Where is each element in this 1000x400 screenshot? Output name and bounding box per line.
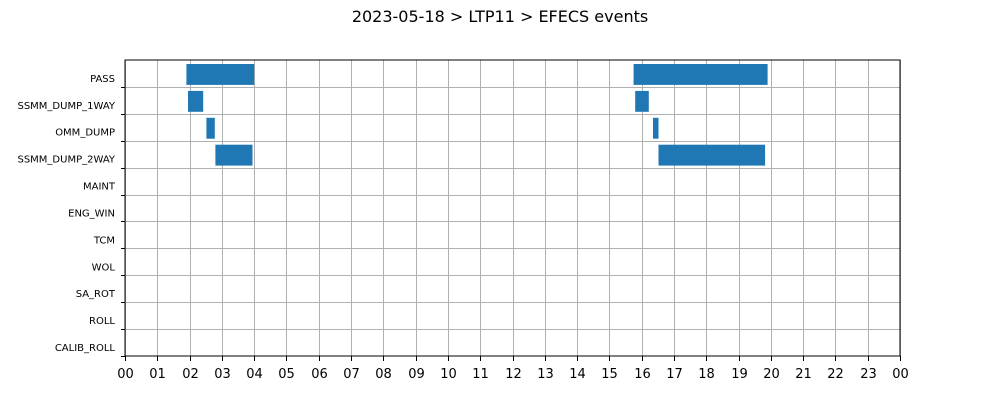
event-bar-pass: [633, 64, 768, 85]
y-tick-label: PASS: [90, 74, 115, 85]
y-tick-label: OMM_DUMP: [55, 128, 115, 139]
event-bar-ssmm-dump-1way: [635, 90, 649, 112]
x-tick-label: 21: [795, 367, 812, 382]
x-tick-label: 00: [117, 367, 134, 382]
x-tick-label: 11: [472, 367, 489, 382]
x-tick-label: 16: [634, 367, 651, 382]
event-bar-ssmm-dump-2way: [658, 144, 766, 166]
grid-layer: [125, 60, 901, 356]
y-tick-label: SSMM_DUMP_1WAY: [17, 101, 115, 112]
x-tick-label: 17: [666, 367, 683, 382]
x-tick-label: 07: [343, 367, 360, 382]
x-tick-label: 05: [278, 367, 295, 382]
event-bar-ssmm-dump-1way: [188, 90, 204, 112]
chart-title: 2023-05-18 > LTP11 > EFECS events: [352, 7, 648, 26]
y-tick-label: ROLL: [89, 316, 115, 327]
x-tick-label: 12: [505, 367, 522, 382]
x-tick-label: 01: [149, 367, 166, 382]
x-tick-label: 02: [182, 367, 199, 382]
x-tick-label: 08: [375, 367, 392, 382]
x-tick-label: 10: [440, 367, 457, 382]
x-tick-label: 15: [601, 367, 618, 382]
x-tick-label: 20: [763, 367, 780, 382]
y-tick-label: ENG_WIN: [68, 208, 115, 219]
x-axis-ticks: 00 01 02 03 04 05 06 07 08 09 10 11 12 13 14 15 16 17 18 19…: [117, 356, 909, 382]
y-tick-label: MAINT: [83, 182, 116, 193]
x-tick-label: 18: [698, 367, 715, 382]
x-tick-label: 14: [569, 367, 586, 382]
y-tick-label: TCM: [93, 235, 115, 246]
x-tick-label: 23: [860, 367, 877, 382]
y-tick-label: WOL: [92, 262, 116, 273]
bar-layer: [186, 64, 768, 166]
y-tick-label: SSMM_DUMP_2WAY: [17, 155, 115, 166]
y-tick-label: CALIB_ROLL: [55, 343, 116, 354]
x-tick-label: 06: [311, 367, 328, 382]
event-bar-ssmm-dump-2way: [215, 144, 253, 166]
y-axis-ticks: PASS SSMM_DUMP_1WAY OMM_DUMP SSMM_DUMP_2WAY…: [17, 74, 125, 357]
y-tick-label: SA_ROT: [76, 289, 116, 300]
x-tick-label: 22: [827, 367, 844, 382]
x-tick-label: 00: [892, 367, 909, 382]
x-tick-label: 13: [537, 367, 554, 382]
event-bar-pass: [186, 64, 255, 85]
x-tick-label: 04: [246, 367, 263, 382]
x-tick-label: 03: [214, 367, 231, 382]
event-bar-omm-dump: [653, 117, 659, 139]
event-bar-omm-dump: [206, 117, 215, 139]
x-tick-label: 09: [408, 367, 425, 382]
plot-frame: [124, 59, 901, 357]
x-tick-label: 19: [731, 367, 748, 382]
